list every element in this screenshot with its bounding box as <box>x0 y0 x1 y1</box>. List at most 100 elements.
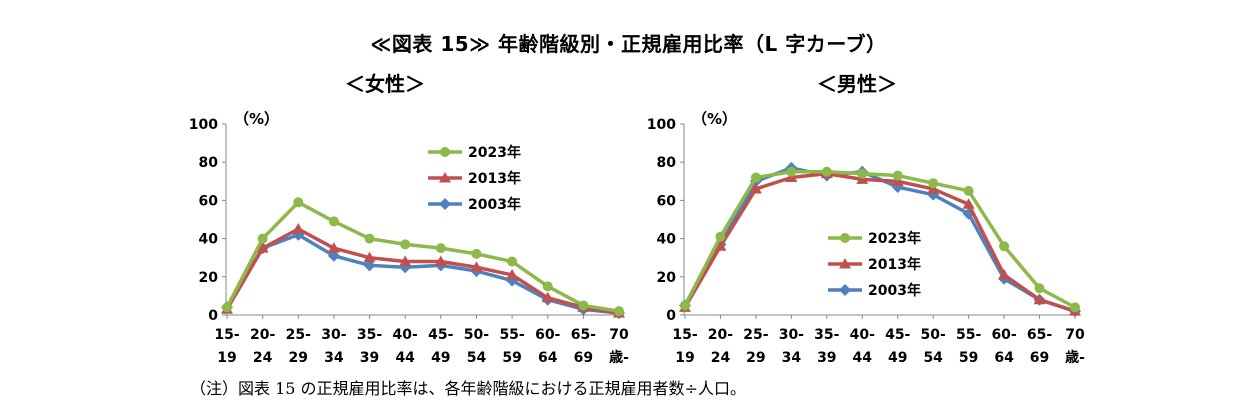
x-tick-label-bottom: 59 <box>502 350 521 366</box>
data-point-triangle <box>1033 293 1046 305</box>
data-point-triangle <box>749 182 762 194</box>
data-point-triangle <box>292 223 305 234</box>
y-tick-label: 20 <box>199 270 219 286</box>
series-line <box>225 227 620 315</box>
data-point-circle <box>400 239 411 250</box>
data-point-triangle <box>470 261 483 272</box>
data-point-triangle <box>998 268 1011 280</box>
x-tick-label-bottom: 69 <box>1030 350 1049 366</box>
legend-marker <box>839 284 851 296</box>
series-line <box>683 171 1076 313</box>
x-tick-label-top: 35- <box>357 327 382 343</box>
x-tick-label-top: 20- <box>708 327 733 343</box>
data-point-circle <box>435 243 446 254</box>
x-tick-label-bottom: 49 <box>431 350 450 366</box>
x-tick-label-bottom: 34 <box>324 350 344 366</box>
x-tick-label-top: 25- <box>743 327 768 343</box>
x-tick-label-top: 40- <box>850 327 875 343</box>
y-tick-label: 0 <box>666 308 676 324</box>
legend-marker <box>840 233 850 243</box>
x-tick-label-bottom: 29 <box>289 350 308 366</box>
data-point-circle <box>542 281 553 292</box>
data-point-circle <box>892 170 903 181</box>
x-tick-label-top: 15- <box>214 327 239 343</box>
data-point-triangle <box>962 198 975 209</box>
data-point-circle <box>821 166 832 177</box>
data-point-circle <box>222 302 232 313</box>
y-tick-label: 40 <box>657 232 677 248</box>
x-tick-label-top: 70 <box>1065 327 1085 343</box>
legend-marker <box>439 172 451 183</box>
x-tick-label-top: 40- <box>393 327 418 343</box>
women-line-chart: 0 20 40 60 80 100 （%） 15- 19 20- 24 25- 29 30- 34 35- 39… <box>189 110 629 366</box>
data-point-circle <box>257 233 268 244</box>
legend-label: 2023年 <box>868 230 921 247</box>
data-point-triangle <box>506 268 519 280</box>
x-tick-label-top: 60- <box>535 327 560 343</box>
data-point-circle <box>680 300 690 311</box>
data-point-circle <box>963 185 974 196</box>
x-tick-label-top: 45- <box>428 327 453 343</box>
data-point-triangle <box>327 242 340 253</box>
x-tick-label-bottom: 39 <box>817 350 836 366</box>
women-chart-title: ＜女性＞ <box>345 72 425 96</box>
data-point-circle <box>614 306 624 317</box>
data-point-triangle <box>399 255 412 267</box>
x-tick-label-bottom: 39 <box>360 350 379 366</box>
legend-label: 2013年 <box>468 170 521 187</box>
data-point-triangle <box>714 240 727 251</box>
data-point-circle <box>471 248 482 259</box>
y-tick-label: 20 <box>657 270 677 286</box>
legend-label: 2013年 <box>868 256 921 273</box>
x-tick-label-top: 45- <box>885 327 910 343</box>
x-tick-label-top: 50- <box>464 327 489 343</box>
footnote: （注）図表 15 の正規雇用比率は、各年齢階級における正規雇用者数÷人口。 <box>190 379 746 398</box>
y-tick-label: 100 <box>647 117 676 133</box>
series-line <box>225 200 620 313</box>
x-tick-label-bottom: 69 <box>574 350 593 366</box>
data-point-circle <box>364 233 375 244</box>
x-tick-label-bottom: 44 <box>853 350 873 366</box>
y-tick-label: 60 <box>199 193 219 209</box>
data-point-diamond <box>962 207 975 220</box>
y-unit-label: （%） <box>234 110 279 128</box>
x-tick-label-bottom: 19 <box>217 350 236 366</box>
data-point-triangle <box>434 255 447 267</box>
x-tick-label-top: 70 <box>609 327 629 343</box>
data-point-circle <box>750 172 761 183</box>
x-tick-label-top: 35- <box>814 327 839 343</box>
y-tick-label: 80 <box>199 155 219 171</box>
x-tick-label-bottom: 24 <box>253 350 273 366</box>
data-point-circle <box>328 216 339 227</box>
data-point-circle <box>786 166 797 177</box>
data-point-diamond <box>327 249 340 262</box>
legend-label: 2023年 <box>468 144 521 161</box>
x-tick-label-bottom: 44 <box>395 350 415 366</box>
data-point-triangle <box>256 242 269 253</box>
data-point-circle <box>293 197 304 208</box>
men-line-chart: 0 20 40 60 80 100 （%） 15- 19 20- 24 25- 29 30- 34 35- 39… <box>647 110 1085 366</box>
series-line <box>683 170 1076 309</box>
x-tick-label-top: 15- <box>672 327 697 343</box>
data-point-diamond <box>363 259 376 272</box>
x-tick-label-bottom: 64 <box>538 350 558 366</box>
y-tick-label: 60 <box>657 193 677 209</box>
x-tick-label-bottom: 34 <box>782 350 802 366</box>
x-tick-label-top: 30- <box>779 327 804 343</box>
page-title: ≪図表 15≫ 年齢階級別・正規雇用比率（L 字カーブ） <box>370 32 887 56</box>
legend-marker <box>839 258 851 269</box>
series-line <box>225 233 620 315</box>
legend-marker <box>440 147 450 157</box>
data-point-circle <box>715 231 726 242</box>
y-tick-label: 0 <box>208 308 218 324</box>
y-tick-label: 80 <box>657 155 677 171</box>
legend-label: 2003年 <box>468 196 521 213</box>
men-chart-title: ＜男性＞ <box>817 72 897 96</box>
data-point-circle <box>857 168 868 179</box>
x-tick-label-top: 50- <box>921 327 946 343</box>
x-tick-label-bottom: 49 <box>888 350 907 366</box>
y-tick-label: 100 <box>189 117 218 133</box>
x-tick-label-top: 55- <box>956 327 981 343</box>
data-point-circle <box>507 256 518 267</box>
x-tick-label-top: 25- <box>286 327 311 343</box>
